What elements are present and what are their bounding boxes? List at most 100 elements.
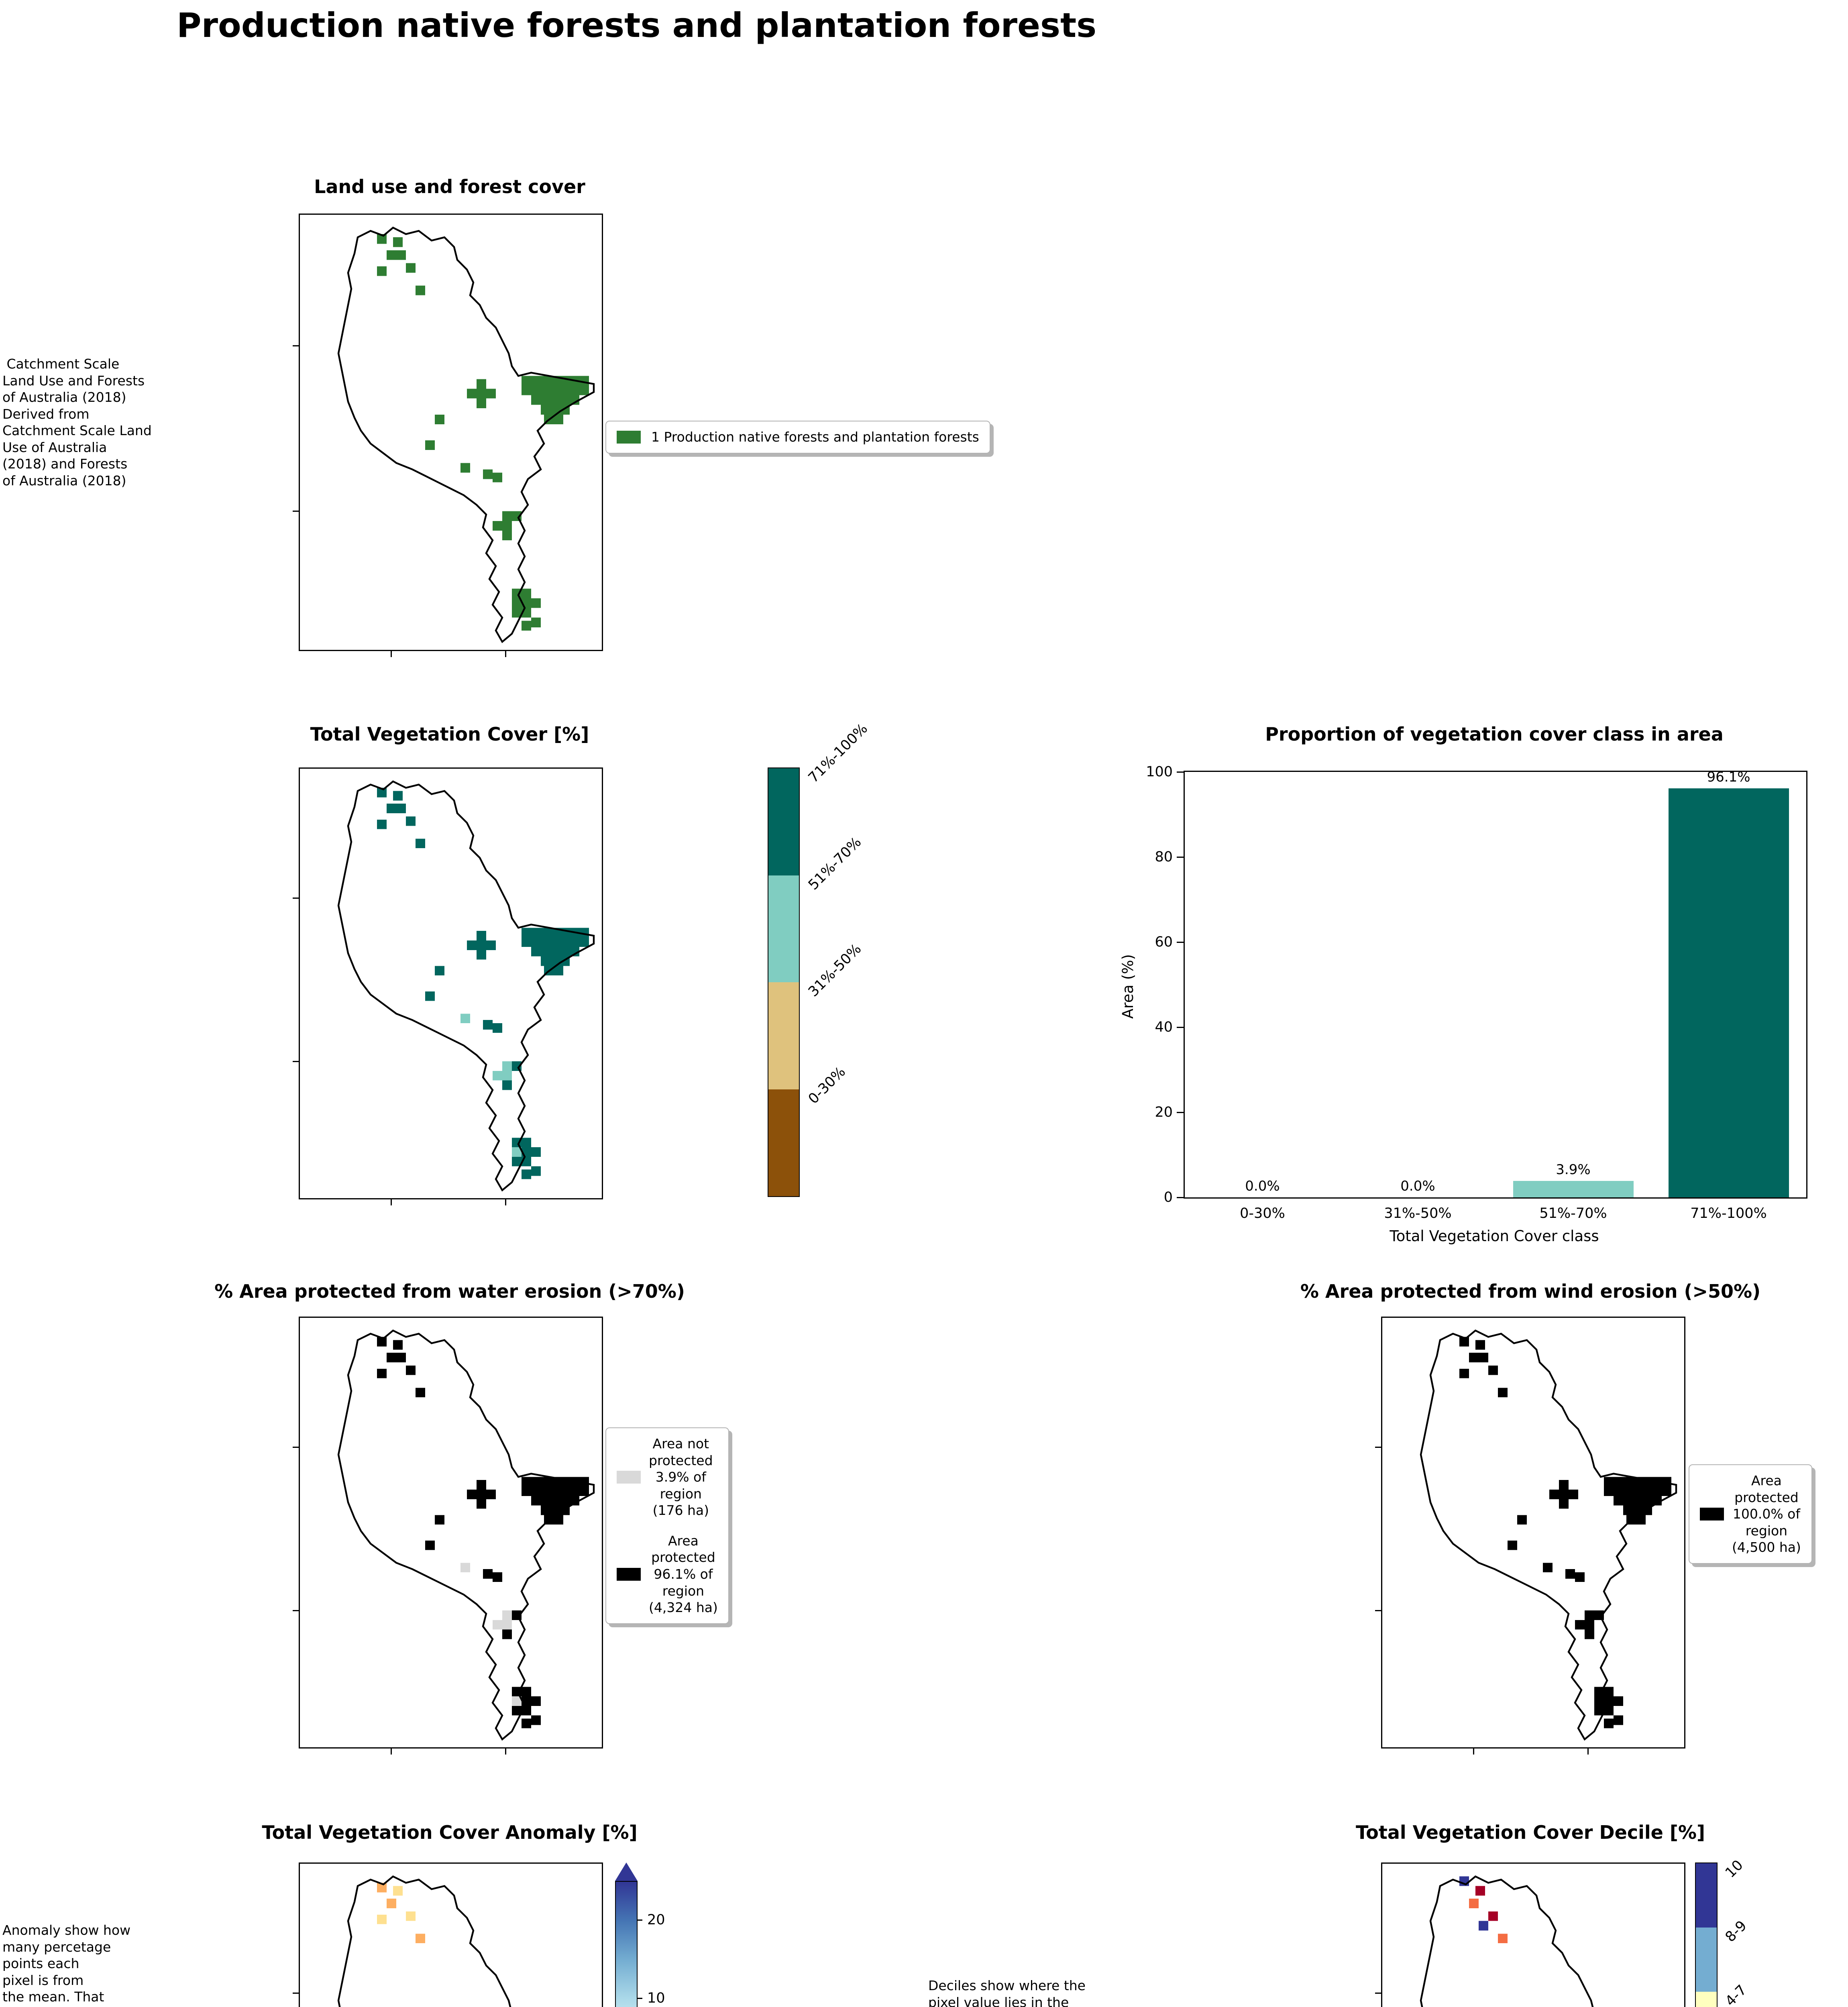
map-pixel: [502, 521, 512, 531]
map-pixel: [531, 598, 541, 608]
map-pixel: [522, 385, 531, 395]
map-pixel: [425, 1540, 435, 1550]
axis-tick: [293, 511, 299, 512]
map-pixel: [512, 1706, 522, 1716]
decile-colorbar: 108-94-72-31: [1695, 1857, 1750, 2007]
map-pixel: [541, 385, 550, 395]
map-pixel: [467, 389, 477, 399]
map-pixel: [531, 1477, 541, 1487]
map-pixel: [1614, 1496, 1623, 1506]
decile-note: Deciles show where the pixel value lies …: [928, 1978, 1086, 2007]
map-pixel: [502, 1071, 512, 1081]
map-pixel: [579, 1486, 589, 1496]
map-pixel: [541, 937, 550, 947]
map-pixel: [522, 1169, 531, 1179]
vegcover-colorbar: 71%-100% 51%-70% 31%-50% 0-30%: [768, 721, 871, 1197]
decile-map: [1375, 1862, 1685, 2007]
map-pixel: [1459, 1368, 1469, 1378]
x-tick-label: 51%-70%: [1539, 1205, 1607, 1221]
colorbar-segment: [1696, 1927, 1717, 1992]
vegcover-map-svg: [300, 769, 602, 1198]
map-pixel: [477, 940, 486, 950]
map-pixel: [550, 1486, 560, 1496]
y-tick-label: 20: [1155, 1104, 1173, 1120]
wind-erosion-map-svg: [1382, 1318, 1684, 1747]
map-pixel: [393, 237, 403, 247]
map-pixel: [393, 1886, 403, 1896]
map-pixel: [560, 1496, 570, 1506]
axis-tick: [1375, 1610, 1381, 1611]
map-pixel: [1469, 1353, 1479, 1362]
map-pixel: [541, 1486, 550, 1496]
page-title: Production native forests and plantation…: [177, 6, 1097, 45]
map-pixel: [570, 1486, 579, 1496]
map-pixel: [460, 1014, 470, 1024]
axis-tick: [390, 1748, 392, 1755]
map-pixel: [387, 250, 396, 260]
legend-swatch: [617, 430, 641, 444]
map-pixel: [483, 1020, 493, 1030]
colorbar-tick: [637, 1919, 642, 1921]
map-pixel: [560, 937, 570, 947]
landuse-map-svg: [300, 215, 602, 650]
map-pixel: [502, 1080, 512, 1090]
map-pixel: [1623, 1477, 1633, 1487]
map-pixel: [1585, 1620, 1594, 1630]
map-pixel: [393, 1340, 403, 1350]
map-pixel: [522, 1687, 531, 1697]
anomaly-map-svg: [300, 1864, 602, 2007]
map-pixel: [570, 1496, 579, 1506]
map-pixel: [1633, 1496, 1642, 1506]
map-pixel: [493, 1071, 502, 1081]
proportion-bar-chart: 0.0% 0-30% 0.0% 31%-50% 3.9% 51%-70% 96.1% 71%-…: [1146, 764, 1807, 1221]
map-pixel: [1623, 1486, 1633, 1496]
map-pixel: [550, 385, 560, 395]
legend-label: Area not protected 3.9% of region (176 h…: [649, 1436, 713, 1518]
y-tick-label: 60: [1155, 934, 1173, 950]
map-pixel: [522, 588, 531, 598]
map-pixel: [486, 1490, 496, 1499]
map-pixel: [1652, 1486, 1662, 1496]
legend-swatch: [617, 1470, 641, 1484]
colorbar-segment: [768, 768, 799, 875]
map-pixel: [531, 1496, 541, 1506]
map-pixel: [477, 1499, 486, 1509]
axis-tick: [293, 898, 299, 899]
legend-label: Area protected 100.0% of region (4,500 h…: [1732, 1473, 1801, 1555]
map-pixel: [1604, 1687, 1614, 1697]
map-pixel: [1585, 1610, 1594, 1620]
map-pixel: [377, 819, 387, 829]
axis-tick: [293, 1993, 299, 1994]
map-pixel: [522, 621, 531, 631]
bar-value-label: 3.9%: [1556, 1161, 1591, 1178]
map-pixel: [1475, 1886, 1485, 1896]
map-pixel: [502, 1610, 512, 1620]
colorbar-label: 0-30%: [805, 1063, 849, 1107]
map-pixel: [416, 285, 425, 295]
y-tick-label: 0: [1163, 1189, 1173, 1205]
map-pixel: [560, 385, 570, 395]
map-pixel: [416, 1388, 425, 1398]
map-pixel: [396, 250, 406, 260]
map-pixel: [502, 530, 512, 540]
vegcover-map: [293, 767, 603, 1205]
map-pixel: [493, 1620, 502, 1630]
map-pixel: [531, 1147, 541, 1157]
map-pixel: [522, 1486, 531, 1496]
legend-entry: Area protected 100.0% of region (4,500 h…: [1700, 1472, 1801, 1556]
map-pixel: [477, 931, 486, 940]
bar-value-label: 96.1%: [1707, 769, 1750, 786]
map-pixel: [541, 376, 550, 386]
catchment-outline: [338, 228, 594, 642]
map-pixel: [1614, 1715, 1623, 1725]
map-pixel: [425, 440, 435, 450]
map-pixel: [486, 389, 496, 399]
axis-tick: [293, 1610, 299, 1611]
map-pixel: [1559, 1480, 1569, 1490]
landuse-panel-title: Land use and forest cover: [314, 176, 585, 197]
bar: [1668, 788, 1789, 1197]
axis-tick: [293, 345, 299, 347]
map-pixel: [560, 1486, 570, 1496]
x-tick-label: 71%-100%: [1690, 1205, 1767, 1221]
colorbar-arrow-up: [615, 1862, 638, 1881]
